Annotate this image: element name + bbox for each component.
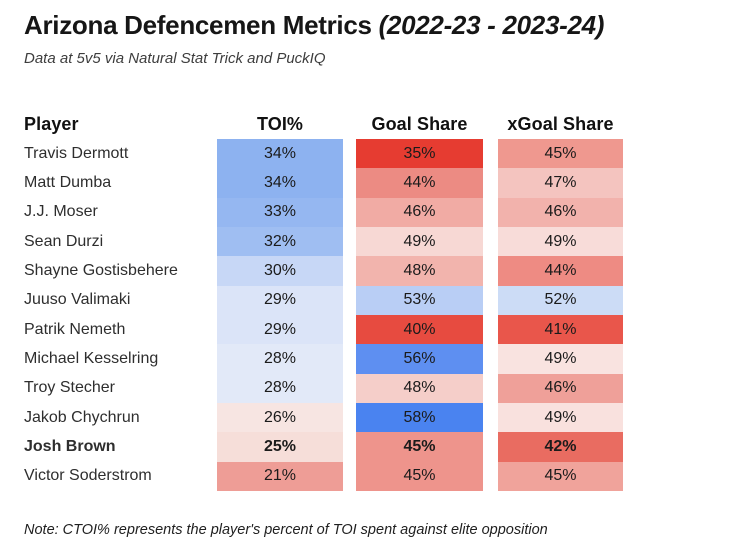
goal-share-cell: 56% — [356, 344, 483, 374]
goal-share-cell: 49% — [356, 227, 483, 257]
table-header-row: Player TOI% Goal Share xGoal Share — [24, 109, 743, 139]
table-row: Shayne Gostisbehere 30% 48% 44% — [24, 256, 743, 286]
table-row: Victor Soderstrom 21% 45% 45% — [24, 461, 743, 492]
player-name: Juuso Valimaki — [24, 291, 131, 309]
player-name: Michael Kesselring — [24, 350, 159, 368]
table-row: Patrik Nemeth 29% 40% 41% — [24, 315, 743, 345]
table-row: J.J. Moser 33% 46% 46% — [24, 197, 743, 228]
column-header-toi: TOI% — [256, 113, 304, 134]
xgoal-share-cell: 49% — [498, 403, 623, 433]
xgoal-share-cell: 45% — [498, 139, 623, 169]
table-row: Matt Dumba 34% 44% 47% — [24, 168, 743, 198]
toi-cell: 32% — [217, 227, 343, 257]
table-row: Juuso Valimaki 29% 53% 52% — [24, 285, 743, 316]
goal-share-cell: 44% — [356, 168, 483, 198]
xgoal-share-cell: 42% — [498, 432, 623, 462]
goal-share-cell: 40% — [356, 315, 483, 345]
xgoal-share-cell: 44% — [498, 256, 623, 286]
toi-cell: 28% — [217, 373, 343, 404]
xgoal-share-cell: 47% — [498, 168, 623, 198]
player-name: Matt Dumba — [24, 174, 112, 192]
page-subtitle: Data at 5v5 via Natural Stat Trick and P… — [24, 50, 326, 67]
xgoal-share-cell: 41% — [498, 315, 623, 345]
toi-cell: 26% — [217, 403, 343, 433]
goal-share-cell: 58% — [356, 403, 483, 433]
table-row: Josh Brown 25% 45% 42% — [24, 432, 743, 462]
column-header-xgoal-share: xGoal Share — [507, 113, 614, 134]
player-name: Sean Durzi — [24, 232, 104, 250]
toi-cell: 33% — [217, 197, 343, 228]
table-row: Sean Durzi 32% 49% 49% — [24, 227, 743, 257]
xgoal-share-cell: 46% — [498, 197, 623, 228]
player-name: Troy Stecher — [24, 379, 115, 397]
player-name: Jakob Chychrun — [24, 408, 140, 426]
player-name: Patrik Nemeth — [24, 320, 126, 338]
player-name: J.J. Moser — [24, 203, 98, 221]
page-title-season: (2022-23 - 2023-24) — [378, 10, 605, 40]
toi-cell: 29% — [217, 315, 343, 345]
goal-share-cell: 45% — [356, 432, 483, 462]
xgoal-share-cell: 49% — [498, 227, 623, 257]
xgoal-share-cell: 46% — [498, 373, 623, 404]
xgoal-share-cell: 49% — [498, 344, 623, 374]
goal-share-cell: 48% — [356, 373, 483, 404]
page-title-main: Arizona Defencemen Metrics — [24, 10, 379, 40]
column-header-goal-share: Goal Share — [371, 113, 468, 134]
player-name: Josh Brown — [24, 438, 116, 456]
table-row: Michael Kesselring 28% 56% 49% — [24, 344, 743, 374]
toi-cell: 34% — [217, 139, 343, 169]
goal-share-cell: 53% — [356, 285, 483, 316]
goal-share-cell: 35% — [356, 139, 483, 169]
goal-share-cell: 46% — [356, 197, 483, 228]
toi-cell: 34% — [217, 168, 343, 198]
toi-cell: 29% — [217, 285, 343, 316]
table-row: Travis Dermott 34% 35% 45% — [24, 139, 743, 169]
toi-cell: 21% — [217, 461, 343, 492]
page-title: Arizona Defencemen Metrics (2022-23 - 20… — [24, 10, 743, 40]
column-header-player: Player — [24, 113, 79, 134]
table-row: Jakob Chychrun 26% 58% 49% — [24, 403, 743, 433]
toi-cell: 28% — [217, 344, 343, 374]
footnote: Note: CTOI% represents the player's perc… — [24, 522, 548, 539]
toi-cell: 30% — [217, 256, 343, 286]
table-body: Travis Dermott 34% 35% 45% Matt Dumba 34% 44% 4… — [24, 139, 743, 492]
player-name: Victor Soderstrom — [24, 467, 152, 485]
metrics-table: Player TOI% Goal Share xGoal Share Travi… — [24, 109, 743, 492]
player-name: Travis Dermott — [24, 144, 129, 162]
goal-share-cell: 48% — [356, 256, 483, 286]
toi-cell: 25% — [217, 432, 343, 462]
xgoal-share-cell: 45% — [498, 461, 623, 492]
xgoal-share-cell: 52% — [498, 285, 623, 316]
player-name: Shayne Gostisbehere — [24, 262, 178, 280]
table-row: Troy Stecher 28% 48% 46% — [24, 373, 743, 404]
goal-share-cell: 45% — [356, 461, 483, 492]
